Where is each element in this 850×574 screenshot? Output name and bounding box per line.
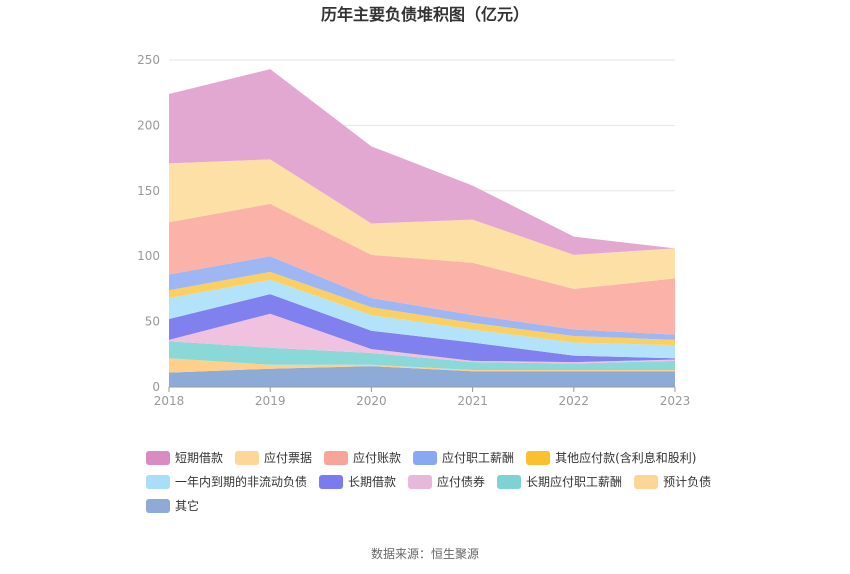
legend-label: 其他应付款(含利息和股利) [555, 450, 696, 465]
stacked-areas [169, 69, 675, 387]
y-tick-label: 250 [137, 53, 160, 67]
legend-label: 应付债券 [437, 474, 485, 489]
y-tick-label: 50 [145, 315, 160, 329]
x-tick-label: 2021 [457, 394, 488, 408]
legend-swatch [319, 475, 344, 489]
legend-swatch [324, 451, 349, 465]
x-tick-label: 2018 [154, 394, 185, 408]
x-tick-label: 2019 [255, 394, 286, 408]
area-series-9 [169, 159, 675, 289]
area-series-10 [169, 69, 675, 255]
legend-swatch [634, 475, 659, 489]
x-tick-label: 2022 [559, 394, 590, 408]
y-tick-label: 150 [137, 184, 160, 198]
legend-label: 长期应付职工薪酬 [526, 474, 622, 489]
legend-label: 预计负债 [663, 475, 711, 489]
axes: 0 50 100 150 200 250 2018 2019 2020 2021 2022 2023 [137, 53, 690, 408]
x-tick-label: 2023 [660, 394, 691, 408]
legend-swatch [408, 475, 433, 489]
legend-swatch [413, 451, 438, 465]
legend-label: 长期借款 [348, 475, 396, 489]
area-series-3 [169, 313, 675, 364]
y-tick-label: 100 [137, 249, 160, 263]
legend-swatch [526, 451, 551, 465]
y-tick-label: 200 [137, 118, 160, 132]
legend-label: 一年内到期的非流动负债 [175, 474, 307, 489]
legend-label: 应付账款 [353, 450, 401, 465]
legend-swatch [497, 475, 522, 489]
legend-label: 短期借款 [175, 451, 223, 465]
area-series-2 [169, 341, 675, 370]
legend-swatch [146, 475, 170, 489]
chart-title: 历年主要负债堆积图（亿元） [321, 5, 529, 24]
source-note: 数据来源：恒生聚源 [371, 546, 479, 561]
legend: 短期借款 应付票据 应付账款 应付职工薪酬 其他应付款(含利息和股利) 一年内到期的非流动… [146, 450, 711, 513]
legend-label: 应付职工薪酬 [442, 450, 514, 465]
legend-swatch [235, 451, 260, 465]
legend-swatch [146, 451, 170, 465]
x-tick-label: 2020 [356, 394, 387, 408]
area-series-1 [169, 358, 675, 373]
area-series-8 [169, 203, 675, 335]
area-series-5 [169, 279, 675, 359]
legend-label: 其它 [175, 498, 199, 513]
legend-swatch [146, 499, 170, 513]
area-series-7 [169, 256, 675, 340]
legend-label: 应付票据 [264, 450, 312, 465]
y-tick-label: 0 [152, 380, 160, 394]
area-series-4 [169, 294, 675, 363]
